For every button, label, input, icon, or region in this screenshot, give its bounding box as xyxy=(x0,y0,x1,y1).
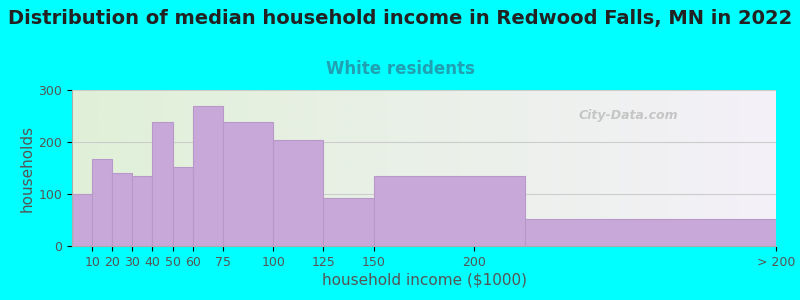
Bar xyxy=(525,219,776,246)
Bar xyxy=(92,159,112,246)
Bar xyxy=(193,106,223,246)
Text: City-Data.com: City-Data.com xyxy=(579,109,678,122)
Bar xyxy=(132,176,153,246)
Bar xyxy=(112,173,132,246)
X-axis label: household income ($1000): household income ($1000) xyxy=(322,273,526,288)
Y-axis label: households: households xyxy=(19,124,34,212)
Text: White residents: White residents xyxy=(326,60,474,78)
Bar xyxy=(374,176,525,246)
Bar xyxy=(153,122,173,246)
Bar xyxy=(72,194,92,246)
Bar xyxy=(173,167,193,246)
Bar xyxy=(273,140,323,246)
Bar xyxy=(223,122,273,246)
Text: Distribution of median household income in Redwood Falls, MN in 2022: Distribution of median household income … xyxy=(8,9,792,28)
Bar xyxy=(323,198,374,246)
